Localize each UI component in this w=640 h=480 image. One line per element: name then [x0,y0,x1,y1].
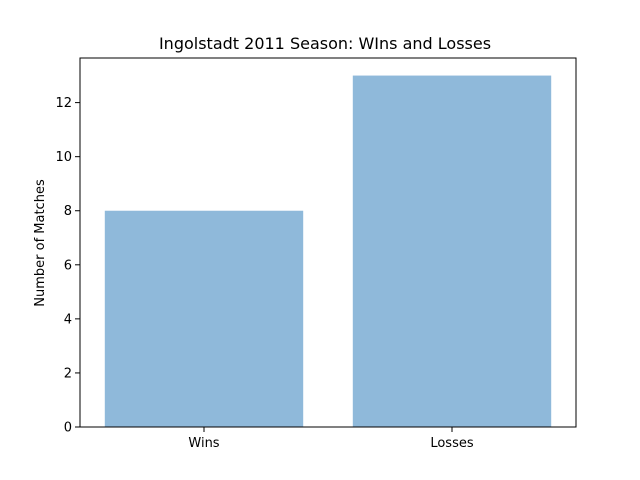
y-tick-label: 0 [64,421,72,436]
y-axis-label: Number of Matches [33,179,48,307]
x-tick-label: Losses [430,436,474,451]
plot-area [104,75,552,428]
y-tick-label: 8 [64,204,72,219]
y-tick-label: 6 [64,258,72,273]
y-axis-ticks: 0 2 4 6 8 10 12 [55,96,80,436]
y-tick-label: 4 [64,312,72,327]
x-tick-label: Wins [188,436,219,451]
plot-frame [79,57,577,428]
y-tick-label: 12 [55,96,72,111]
bar-losses [352,75,552,428]
chart-title: Ingolstadt 2011 Season: WIns and Losses [159,34,491,53]
bar-wins [104,210,304,427]
y-tick-label: 2 [64,366,72,381]
y-tick-label: 10 [55,150,72,165]
x-axis-ticks: Wins Losses [188,427,474,451]
